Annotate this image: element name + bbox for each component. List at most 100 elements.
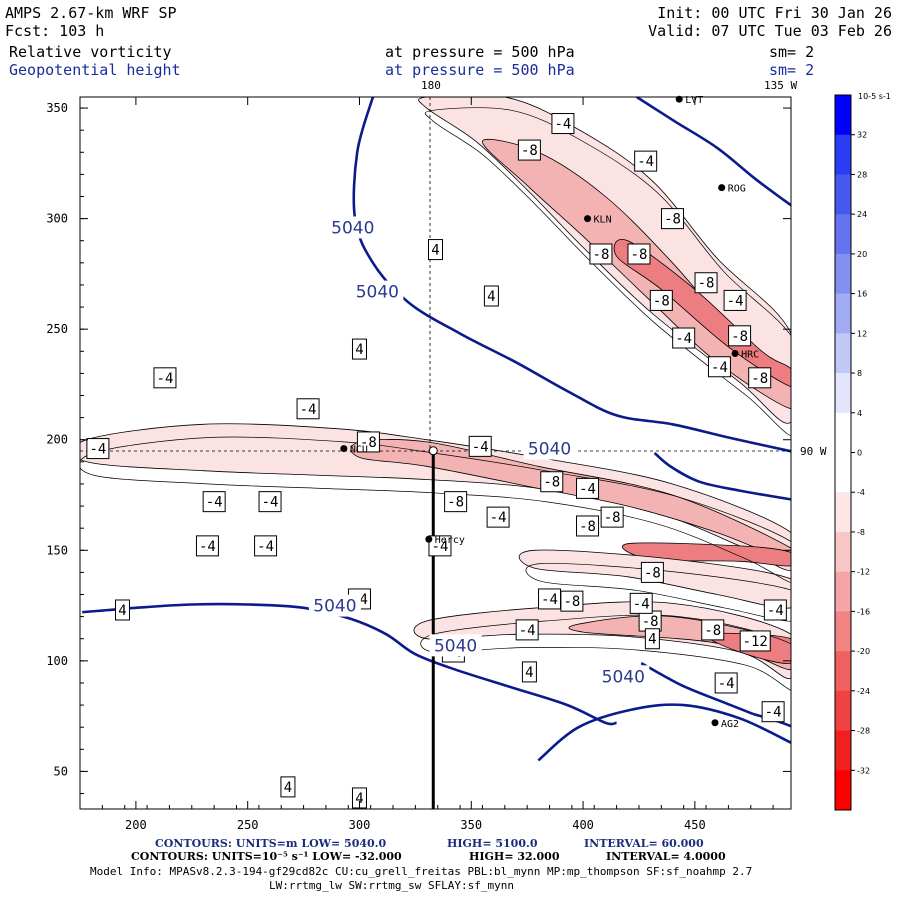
vorticity-band-8 <box>482 138 791 410</box>
label-box-3 <box>661 208 684 230</box>
label-box-25 <box>444 491 468 513</box>
contour-label-21: -8 <box>543 475 560 491</box>
contour-label-5: -8 <box>631 247 648 263</box>
contour-label-25: -8 <box>447 495 464 511</box>
label-box-5 <box>627 243 651 265</box>
station-label-kln: KLN <box>594 215 612 226</box>
contour-label-28: -8 <box>579 519 596 535</box>
valid-time: Valid: 07 UTC Tue 03 Feb 26 <box>648 22 892 40</box>
label-box-32 <box>640 561 664 583</box>
colorbar-cell-8 <box>835 412 851 453</box>
station-dot-hrc <box>731 349 739 357</box>
colorbar-tick-label-6: 8 <box>857 369 862 378</box>
label-box-22 <box>576 477 600 499</box>
label-box-38 <box>515 619 539 641</box>
colorbar-cell-3 <box>835 214 851 255</box>
x-tick-label-0: 200 <box>125 818 147 832</box>
label-box-4 <box>589 243 613 265</box>
height-contour-high: HIGH= 5100.0 <box>447 837 538 850</box>
contour-label-49: -4 <box>767 603 784 619</box>
colorbar-tick-label-1: 28 <box>857 170 867 179</box>
contour-label-37: 4 <box>118 603 126 619</box>
contour-label-46: 4 <box>284 780 292 796</box>
contour-label-30: -4 <box>257 539 274 555</box>
label-box-24 <box>258 491 282 513</box>
vorticity-contour-info: CONTOURS: UNITS=10⁻⁵ s⁻¹ LOW= -32.000 <box>131 850 402 863</box>
colorbar-cell-9 <box>835 452 851 493</box>
contour-label-19: -8 <box>360 435 377 451</box>
label-box-35 <box>560 590 584 612</box>
label-box-9 <box>672 327 696 349</box>
stations: LVT ROG KLN HRC NCU Hercy AG2 <box>340 95 759 730</box>
colorbar-tick-label-16: -32 <box>857 766 870 775</box>
label-box-46 <box>280 776 296 798</box>
colorbar-tick-label-10: -8 <box>857 528 865 537</box>
field2-name: Geopotential height <box>9 61 181 79</box>
colorbar-cell-11 <box>835 531 851 573</box>
height-contour-5040-2 <box>537 703 791 762</box>
model-title: AMPS 2.67-km WRF SP <box>5 4 177 22</box>
label-box-40 <box>739 630 771 652</box>
colorbar-cell-1 <box>835 134 851 175</box>
contour-label-14: 4 <box>487 289 495 305</box>
label-box-10 <box>728 325 752 347</box>
colorbar-cell-17 <box>835 770 851 811</box>
contour-label-43: 4 <box>525 665 533 681</box>
field1-smoothing: sm= 2 <box>769 43 815 61</box>
height-contour-info: CONTOURS: UNITS=m LOW= 5040.0 <box>155 837 387 850</box>
vorticity-contour-4 <box>420 614 791 691</box>
colorbar-cell-6 <box>835 333 851 374</box>
colorbar-tick-label-0: 32 <box>857 131 867 140</box>
axis-ticks: 200 250 300 350 400 450 50 100 150 200 250 300 350 <box>46 97 791 832</box>
y-tick-label-0: 50 <box>54 764 68 778</box>
colorbar-tick-label-7: 4 <box>857 409 862 418</box>
contour-label-18: -4 <box>89 442 106 458</box>
vorticity-contour-high: HIGH= 32.000 <box>469 850 560 863</box>
colorbar-tick-label-13: -20 <box>857 647 870 656</box>
contour-label-48: -4 <box>633 596 650 612</box>
lon-label-135w: 135 W <box>764 79 798 92</box>
height-label-bg-5 <box>597 665 650 688</box>
lon-label-180: 180 <box>421 79 441 92</box>
contour-label-32: -8 <box>644 565 661 581</box>
contour-label-20: -4 <box>472 439 489 455</box>
model-info: Model Info: MPASv8.2.3-194-gf29cd82c CU:… <box>90 865 753 878</box>
colorbar-tick-label-11: -12 <box>857 568 870 577</box>
station-dot-hercy <box>425 535 433 543</box>
colorbar-cell-7 <box>835 373 851 414</box>
label-box-26 <box>486 506 510 528</box>
colorbar-tick-label-3: 20 <box>857 250 867 259</box>
contour-label-4: -8 <box>593 247 610 263</box>
label-box-19 <box>356 431 380 453</box>
contour-label-2: -4 <box>637 154 654 170</box>
height-label-5: 5040 <box>602 667 645 687</box>
label-box-48 <box>629 592 653 614</box>
contour-label-22: -4 <box>579 481 596 497</box>
height-contour-5040-4 <box>752 712 791 728</box>
contour-label-17: -4 <box>300 402 317 418</box>
station-dot-kln <box>584 215 592 223</box>
contour-label-41: 4 <box>648 632 656 648</box>
contour-label-47: 4 <box>355 791 363 807</box>
colorbar-cell-0 <box>835 95 851 136</box>
contour-label-8: -4 <box>727 293 744 309</box>
label-box-39 <box>701 619 725 641</box>
colorbar-cell-16 <box>835 730 851 771</box>
height-label-bg-2 <box>523 437 576 460</box>
contour-label-44: -4 <box>718 676 735 692</box>
station-dot-ncu <box>340 445 348 453</box>
vorticity-contour-interval: INTERVAL= 4.0000 <box>606 850 726 863</box>
label-box-1 <box>517 139 541 161</box>
height-contour-5040-6 <box>635 97 791 207</box>
station-dot-ag2 <box>711 719 719 727</box>
station-label-rog: ROG <box>728 184 746 195</box>
contour-label-24: -4 <box>262 495 279 511</box>
y-tick-label-4: 250 <box>46 322 68 336</box>
x-tick-label-2: 300 <box>349 818 371 832</box>
label-box-30 <box>254 535 278 557</box>
colorbar-cell-5 <box>835 293 851 334</box>
label-box-31 <box>428 535 452 557</box>
colorbar-cell-12 <box>835 571 851 612</box>
